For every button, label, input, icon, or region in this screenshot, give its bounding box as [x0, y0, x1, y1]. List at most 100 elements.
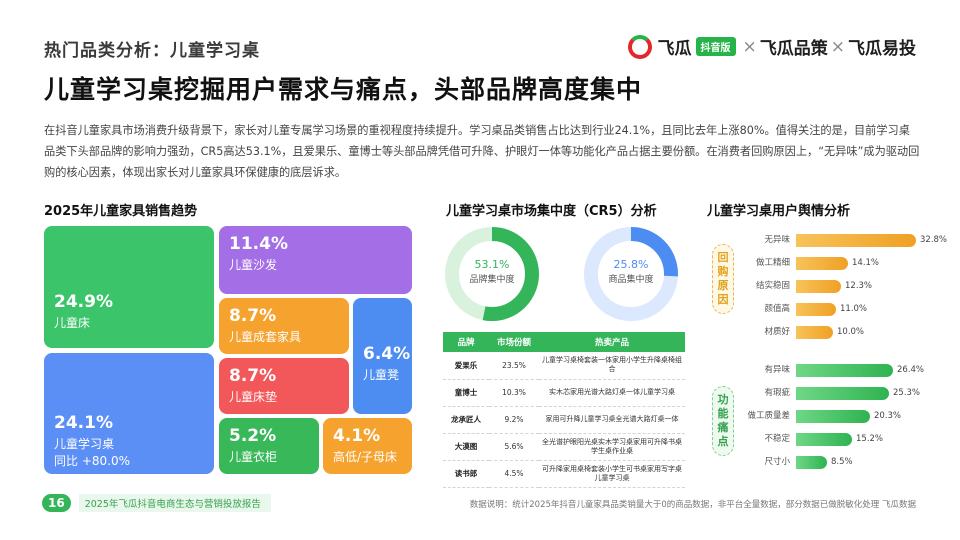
bar-row: 26.4%: [796, 362, 924, 378]
data-note: 数据说明：统计2025年抖音儿童家具品类销量大于0的商品数据，非平台全量数据，部…: [469, 500, 916, 510]
table-row: 童博士 10.3% 实木芯家用光谱大路灯桌一体儿童学习桌: [443, 379, 685, 407]
cr5-brand-table: 品牌 市场份额 热卖产品 爱果乐 23.5% 儿童学习桌椅套装一体家用小学生升降…: [443, 332, 685, 488]
logo-separator: ×: [830, 36, 845, 57]
tile-pct: 24.9%: [54, 292, 113, 312]
bar-row: 10.0%: [796, 324, 864, 340]
tile-pct: 4.1%: [333, 426, 381, 446]
logo-brand2: 飞瓜品策: [759, 39, 828, 59]
logo-separator: ×: [742, 36, 757, 57]
bar-label: 颜值高: [764, 304, 790, 314]
share-cell: 9.2%: [489, 406, 539, 434]
tile-sofa: 11.4% 儿童沙发: [219, 226, 412, 294]
brand-logo: 飞瓜 抖音版 × 飞瓜品策 × 飞瓜易投: [627, 34, 916, 59]
table-header: 热卖产品: [539, 332, 685, 352]
bar-row: 14.1%: [796, 255, 879, 271]
bar: [796, 432, 852, 446]
tile-pct: 8.7%: [229, 366, 277, 386]
bar-row: 11.0%: [796, 301, 867, 317]
tile-study-desk: 24.1% 儿童学习桌 同比 +80.0%: [44, 353, 214, 474]
donut-arc: [584, 227, 678, 321]
donut-pct: 25.8%: [613, 258, 649, 271]
bar-value: 14.1%: [852, 258, 880, 268]
table-row: 读书郎 4.5% 可升降家用桌椅套装小学生可书桌家用写字桌儿童学习桌: [443, 460, 685, 488]
tile-bunk-bed: 4.1% 高低/子母床: [323, 418, 412, 474]
tile-label: 儿童沙发: [229, 258, 278, 272]
share-cell: 4.5%: [489, 460, 539, 488]
tile-pct: 11.4%: [229, 234, 288, 254]
bar: [796, 409, 870, 423]
tile-pct: 5.2%: [229, 426, 277, 446]
bar-value: 8.5%: [831, 457, 853, 467]
tile-wardrobe: 5.2% 儿童衣柜: [219, 418, 319, 474]
bar-row: 20.3%: [796, 408, 901, 424]
logo-badge: 抖音版: [695, 37, 736, 56]
tile-label: 儿童凳: [363, 368, 400, 382]
pain-group-label: 功能痛点: [712, 386, 734, 456]
brand-cell: 读书郎: [443, 460, 489, 488]
table-row: 龙承匠人 9.2% 家用可升降儿童学习桌全光谱大路灯桌一体: [443, 406, 685, 434]
bar-label: 材质好: [764, 327, 790, 337]
cr5-title: 儿童学习桌市场集中度（CR5）分析: [446, 204, 657, 219]
tile-pct: 6.4%: [363, 344, 411, 364]
bar-value: 10.0%: [837, 327, 865, 337]
feigua-logo-icon: [627, 34, 652, 59]
bar-label: 结实稳固: [755, 281, 790, 291]
bar-value: 15.2%: [856, 434, 884, 444]
donut-chart: [445, 227, 539, 321]
donut-brand-concentration: 53.1% 品牌集中度: [444, 226, 540, 322]
section-category: 热门品类分析：儿童学习桌: [44, 41, 260, 61]
bar-value: 26.4%: [897, 365, 925, 375]
bar: [796, 325, 833, 339]
tile-furniture-set: 8.7% 儿童成套家具: [219, 298, 349, 354]
treemap-title: 2025年儿童家具销售趋势: [44, 204, 198, 219]
share-cell: 23.5%: [489, 352, 539, 380]
tile-label: 高低/子母床: [333, 450, 398, 464]
tile-children-bed: 24.9% 儿童床: [44, 226, 214, 348]
tile-yoy: 同比 +80.0%: [54, 454, 130, 468]
bar-value: 12.3%: [845, 281, 873, 291]
intro-paragraph: 在抖音儿童家具市场消费升级背景下，家长对儿童专属学习场景的重视程度持续提升。学习…: [44, 124, 920, 179]
donut-product-concentration: 25.8% 商品集中度: [583, 226, 679, 322]
tile-pct: 24.1%: [54, 413, 113, 433]
bar: [796, 386, 889, 400]
donut-caption: 商品集中度: [608, 275, 654, 285]
tile-mattress: 8.7% 儿童床垫: [219, 358, 349, 414]
bar: [796, 233, 916, 247]
bar-label: 不稳定: [764, 434, 790, 444]
product-cell: 全光谱护眼阳光桌实木学习桌家用可升降书桌学生桌作业桌: [539, 433, 685, 461]
bar-value: 11.0%: [840, 304, 868, 314]
product-cell: 家用可升降儿童学习桌全光谱大路灯桌一体: [539, 406, 685, 434]
footer: 16 2025年飞瓜抖音电商生态与营销投放报告: [42, 494, 271, 512]
donut-pct: 53.1%: [474, 258, 510, 271]
donut-chart: [584, 227, 678, 321]
report-name: 2025年飞瓜抖音电商生态与营销投放报告: [78, 494, 271, 512]
logo-brand1: 飞瓜: [657, 39, 692, 59]
donut-caption: 品牌集中度: [469, 275, 515, 285]
bar: [796, 363, 893, 377]
tile-label: 儿童成套家具: [229, 330, 302, 344]
product-cell: 实木芯家用光谱大路灯桌一体儿童学习桌: [539, 379, 685, 407]
logo-brand3: 飞瓜易投: [848, 39, 916, 59]
tile-pct: 8.7%: [229, 306, 277, 326]
brand-cell: 爱果乐: [443, 352, 489, 380]
sentiment-title: 儿童学习桌用户舆情分析: [707, 204, 851, 219]
share-cell: 5.6%: [489, 433, 539, 461]
bar-label: 有瑕疵: [764, 388, 790, 398]
tile-label: 儿童床垫: [229, 390, 278, 404]
bar-row: 12.3%: [796, 278, 872, 294]
bar: [796, 279, 841, 293]
donut-arc: [445, 227, 539, 321]
bar-label: 有异味: [764, 365, 790, 375]
bar-row: 15.2%: [796, 431, 883, 447]
bar-row: 25.3%: [796, 385, 920, 401]
bar: [796, 302, 836, 316]
bar: [796, 256, 848, 270]
bar-label: 做工精细: [755, 258, 790, 268]
page-title: 儿童学习桌挖掘用户需求与痛点，头部品牌高度集中: [44, 75, 643, 104]
product-cell: 儿童学习桌椅套装一体家用小学生升降桌椅组合: [539, 352, 685, 380]
table-header: 市场份额: [489, 332, 539, 352]
repurchase-group-label: 回购原因: [712, 244, 734, 314]
table-header: 品牌: [443, 332, 489, 352]
brand-cell: 龙承匠人: [443, 406, 489, 434]
bar-value: 32.8%: [920, 235, 948, 245]
